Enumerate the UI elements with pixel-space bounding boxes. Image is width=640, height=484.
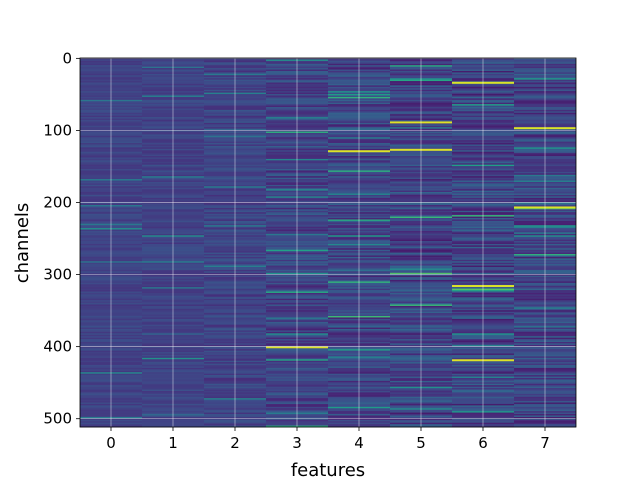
y-tick-label: 300 [43,266,72,284]
x-tick-label: 6 [478,434,488,452]
y-tick-label: 200 [43,194,72,212]
x-tick-label: 4 [354,434,364,452]
x-axis-label: features [291,460,365,480]
x-tick-label: 7 [540,434,550,452]
y-tick-label: 100 [43,121,72,139]
x-axis-ticks: 0 1 2 3 4 5 6 7 [106,427,550,452]
x-tick-label: 1 [168,434,178,452]
x-tick-label: 0 [106,434,116,452]
axes-frame [79,57,577,428]
x-tick-label: 3 [292,434,302,452]
y-tick-label: 500 [43,410,72,428]
plot-area [80,58,576,428]
y-axis-label: channels [12,203,33,284]
y-axis-ticks: 0 100 200 300 400 500 [43,49,80,428]
x-tick-label: 2 [230,434,240,452]
y-tick-label: 400 [43,338,72,356]
y-tick-label: 0 [62,49,72,67]
x-tick-label: 5 [416,434,426,452]
grid-lines [80,58,576,427]
